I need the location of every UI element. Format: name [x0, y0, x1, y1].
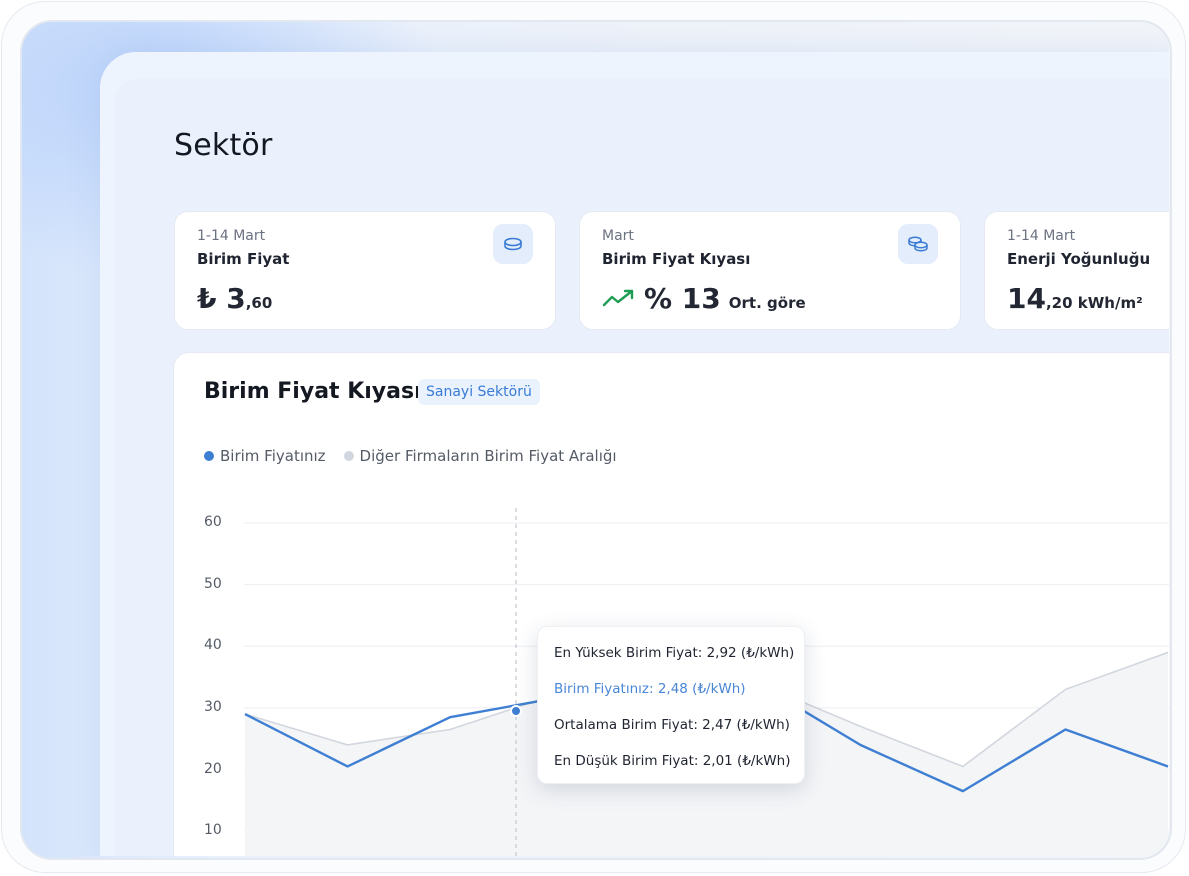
chart-legend: Birim Fiyatınız Diğer Firmaların Birim F…: [204, 447, 617, 465]
kpi-value-note: Ort. göre: [728, 294, 806, 312]
y-tick-label: 30: [204, 698, 222, 715]
kpi-period: Mart: [602, 228, 634, 244]
sector-badge[interactable]: Sanayi Sektörü: [418, 379, 540, 405]
legend-label: Birim Fiyatınız: [220, 447, 326, 465]
kpi-card-energy-intensity[interactable]: 1-14 Mart Enerji Yoğunluğu 14,20 kWh/m²: [984, 211, 1169, 330]
kpi-label: Birim Fiyat: [197, 250, 290, 268]
chart-title: Birim Fiyat Kıyası: [204, 379, 422, 404]
coins-stack-icon: [898, 224, 938, 264]
tooltip-yours: Birim Fiyatınız: 2,48 (₺/kWh): [554, 681, 746, 697]
page-title: Sektör: [174, 128, 273, 163]
legend-item-your-price[interactable]: Birim Fiyatınız: [204, 447, 326, 465]
kpi-value-main: ₺ 3: [197, 282, 246, 315]
y-tick-label: 50: [204, 575, 222, 592]
legend-dot: [204, 451, 214, 461]
kpi-label: Enerji Yoğunluğu: [1007, 250, 1151, 268]
tooltip-min: En Düşük Birim Fiyat: 2,01 (₺/kWh): [554, 753, 791, 769]
kpi-value-unit: ,20 kWh/m²: [1045, 294, 1143, 312]
tooltip-average: Ortalama Birim Fiyat: 2,47 (₺/kWh): [554, 717, 790, 733]
y-tick-label: 10: [204, 822, 222, 839]
kpi-value: ₺ 3,60: [197, 282, 272, 315]
y-tick-label: 60: [204, 514, 222, 530]
kpi-value-main: 14: [1007, 282, 1046, 315]
tooltip-max: En Yüksek Birim Fiyat: 2,92 (₺/kWh): [554, 645, 795, 661]
y-tick-label: 20: [204, 760, 222, 777]
trend-up-icon: [602, 282, 636, 315]
legend-label: Diğer Firmaların Birim Fiyat Aralığı: [359, 447, 617, 465]
coin-icon: [493, 224, 533, 264]
kpi-value: % 13 Ort. göre: [602, 282, 806, 315]
kpi-value-decimal: ,60: [245, 294, 273, 312]
chart-tooltip: En Yüksek Birim Fiyat: 2,92 (₺/kWh) Biri…: [537, 626, 805, 784]
kpi-label: Birim Fiyat Kıyası: [602, 250, 751, 268]
kpi-period: 1-14 Mart: [197, 228, 266, 244]
kpi-value-main: % 13: [644, 282, 721, 315]
kpi-period: 1-14 Mart: [1007, 228, 1076, 244]
y-tick-label: 40: [204, 637, 222, 654]
legend-item-other-range[interactable]: Diğer Firmaların Birim Fiyat Aralığı: [343, 447, 617, 465]
kpi-card-price-comparison[interactable]: Mart Birim Fiyat Kıyası % 13 Ort. göre: [579, 211, 961, 330]
legend-dot: [343, 451, 354, 461]
hover-point[interactable]: [510, 705, 522, 717]
kpi-value: 14,20 kWh/m²: [1007, 282, 1143, 315]
kpi-card-unit-price[interactable]: 1-14 Mart Birim Fiyat ₺ 3,60: [174, 211, 556, 330]
